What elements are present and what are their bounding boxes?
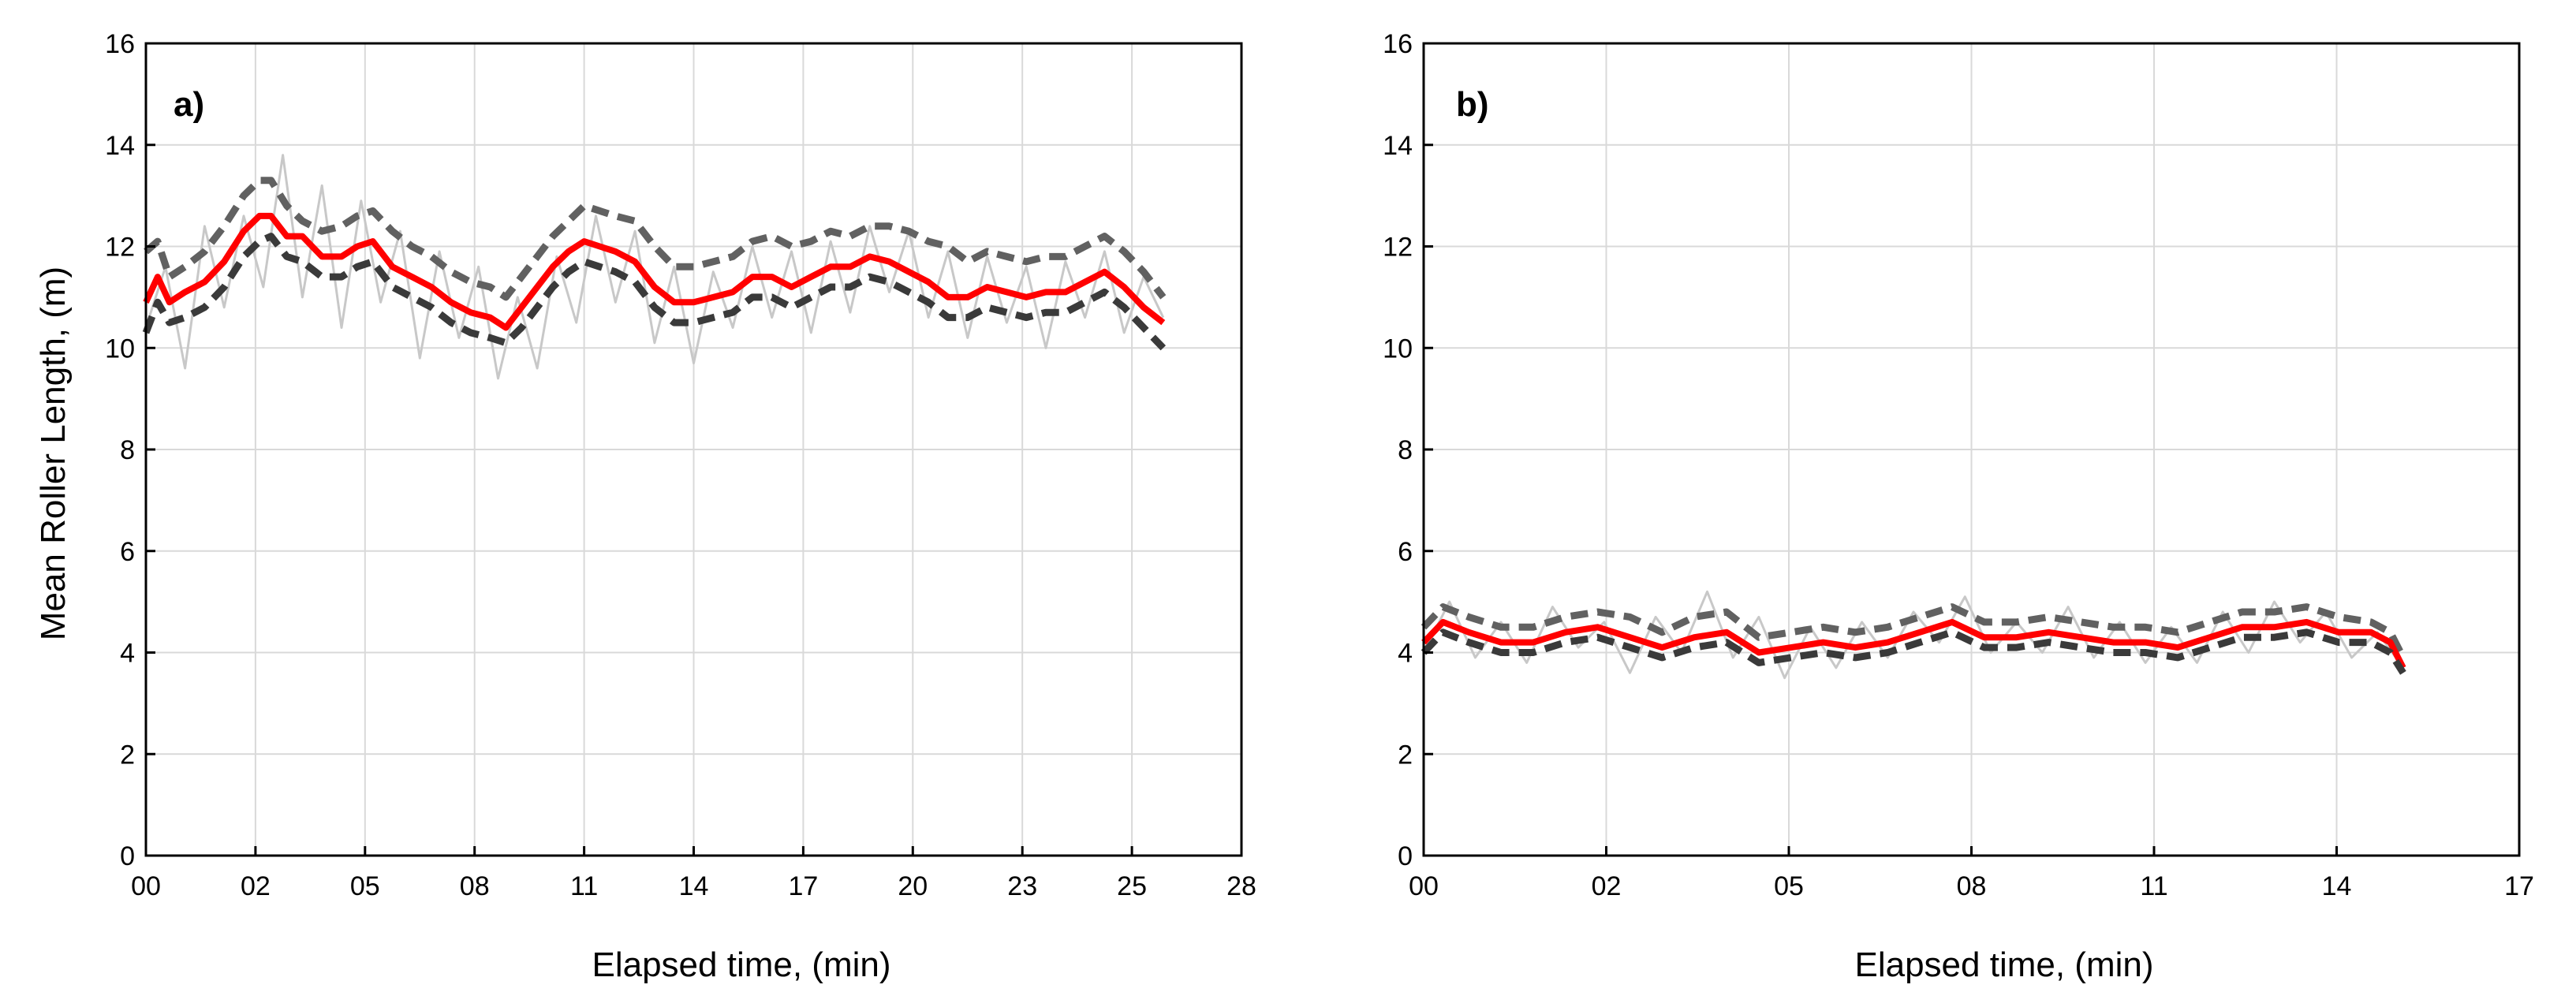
x-tick-label: 08: [1957, 871, 1987, 901]
panel-a-label: a): [174, 85, 204, 124]
x-tick-label: 25: [1117, 871, 1147, 901]
panel-b-y-ticks: 0 2 4 6 8 10 12 14 16: [1383, 29, 1433, 871]
y-tick-label: 2: [120, 740, 135, 770]
y-tick-label: 0: [120, 841, 135, 871]
panel-b-x-axis-title: Elapsed time, (min): [1854, 945, 2153, 984]
y-tick-label: 8: [120, 435, 135, 465]
x-tick-label: 05: [1774, 871, 1804, 901]
y-tick-label: 6: [1398, 537, 1413, 567]
series-lower-bound: [142, 233, 1167, 351]
y-tick-label: 4: [120, 639, 135, 669]
panel-a-series: [142, 154, 1167, 380]
panel-a-x-axis-title: Elapsed time, (min): [592, 945, 890, 984]
x-tick-label: 08: [460, 871, 490, 901]
panel-b-grid: [1424, 43, 2519, 856]
series-mean: [1421, 618, 2406, 669]
x-tick-label: 00: [1409, 871, 1439, 901]
x-tick-label: 05: [350, 871, 380, 901]
y-tick-label: 10: [105, 334, 135, 364]
x-tick-label: 14: [2322, 871, 2352, 901]
x-tick-label: 28: [1226, 871, 1256, 901]
y-tick-label: 2: [1398, 740, 1413, 770]
series-lower-bound: [1421, 628, 2406, 675]
y-tick-label: 6: [120, 537, 135, 567]
y-tick-label: 14: [105, 131, 135, 161]
y-tick-label: 12: [1383, 233, 1413, 263]
series-upper-bound: [1421, 603, 2406, 659]
series-mean: [143, 212, 1166, 331]
panel-b-x-ticks: 00 02 05 08 11 14 17: [1409, 846, 2534, 901]
panel-a-grid: [146, 43, 1241, 856]
x-tick-label: 11: [570, 871, 598, 901]
series-raw: [144, 154, 1165, 380]
x-tick-label: 11: [2140, 871, 2167, 901]
y-tick-label: 8: [1398, 435, 1413, 465]
panel-a-x-ticks: 00 02 05 08 11 14 17 20 23 25 28: [131, 846, 1256, 901]
y-tick-label: 10: [1383, 334, 1413, 364]
x-tick-label: 14: [679, 871, 709, 901]
x-tick-label: 02: [241, 871, 271, 901]
x-tick-label: 17: [788, 871, 818, 901]
y-tick-label: 14: [1383, 131, 1413, 161]
y-tick-label: 0: [1398, 841, 1413, 871]
panel-b-label: b): [1456, 85, 1489, 124]
y-axis-title: Mean Roller Length, (m): [34, 267, 73, 640]
x-tick-label: 20: [898, 871, 928, 901]
y-tick-label: 16: [1383, 29, 1413, 59]
panel-a-y-ticks: 0 2 4 6 8 10 12 14 16: [105, 29, 155, 871]
y-tick-label: 12: [105, 233, 135, 263]
x-tick-label: 17: [2504, 871, 2534, 901]
panel-b-series: [1421, 590, 2406, 680]
x-tick-label: 00: [131, 871, 161, 901]
series-upper-bound: [144, 177, 1167, 301]
x-tick-label: 02: [1592, 871, 1622, 901]
y-tick-label: 4: [1398, 639, 1413, 669]
x-tick-label: 23: [1007, 871, 1037, 901]
y-tick-label: 16: [105, 29, 135, 59]
